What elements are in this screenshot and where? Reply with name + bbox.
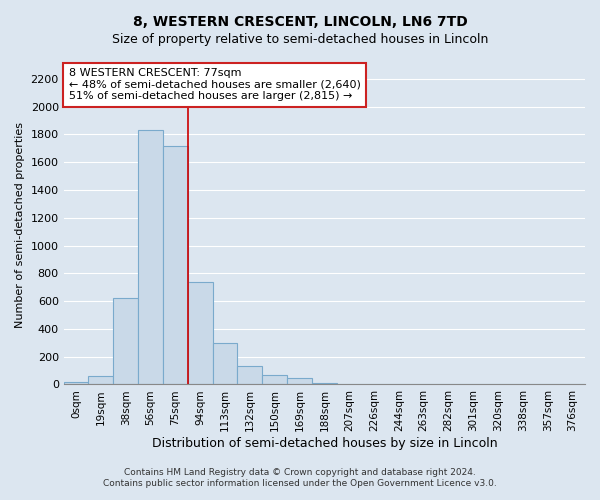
Bar — [163, 146, 188, 384]
X-axis label: Distribution of semi-detached houses by size in Lincoln: Distribution of semi-detached houses by … — [152, 437, 497, 450]
Text: Size of property relative to semi-detached houses in Lincoln: Size of property relative to semi-detach… — [112, 32, 488, 46]
Y-axis label: Number of semi-detached properties: Number of semi-detached properties — [15, 122, 25, 328]
Bar — [113, 298, 138, 384]
Bar — [287, 378, 312, 384]
Text: 8, WESTERN CRESCENT, LINCOLN, LN6 7TD: 8, WESTERN CRESCENT, LINCOLN, LN6 7TD — [133, 15, 467, 29]
Bar — [88, 376, 113, 384]
Text: Contains HM Land Registry data © Crown copyright and database right 2024.
Contai: Contains HM Land Registry data © Crown c… — [103, 468, 497, 487]
Bar — [212, 343, 238, 384]
Bar — [64, 382, 88, 384]
Bar — [138, 130, 163, 384]
Bar — [262, 374, 287, 384]
Bar — [238, 366, 262, 384]
Text: 8 WESTERN CRESCENT: 77sqm
← 48% of semi-detached houses are smaller (2,640)
51% : 8 WESTERN CRESCENT: 77sqm ← 48% of semi-… — [69, 68, 361, 102]
Bar — [312, 383, 337, 384]
Bar — [188, 282, 212, 385]
